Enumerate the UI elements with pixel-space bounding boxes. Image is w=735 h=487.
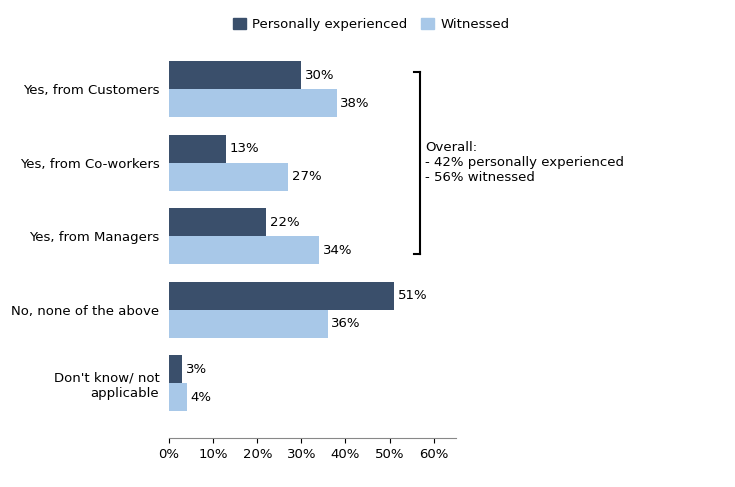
- Bar: [169, 282, 394, 310]
- Bar: [169, 236, 319, 264]
- Bar: [169, 61, 301, 89]
- Text: 22%: 22%: [270, 216, 299, 229]
- Text: 34%: 34%: [323, 244, 352, 257]
- Bar: [169, 310, 328, 337]
- Bar: [169, 135, 226, 163]
- Legend: Personally experienced, Witnessed: Personally experienced, Witnessed: [227, 12, 515, 36]
- Bar: [169, 89, 337, 117]
- Text: Overall:
- 42% personally experienced
- 56% witnessed: Overall: - 42% personally experienced - …: [425, 141, 624, 184]
- Text: 51%: 51%: [398, 289, 427, 302]
- Text: 3%: 3%: [186, 363, 207, 375]
- Text: 27%: 27%: [292, 170, 321, 183]
- Text: 38%: 38%: [340, 97, 370, 110]
- Text: 13%: 13%: [230, 142, 259, 155]
- Bar: [169, 208, 266, 236]
- Text: 36%: 36%: [331, 317, 361, 330]
- Bar: [169, 355, 182, 383]
- Text: 4%: 4%: [190, 391, 211, 404]
- Text: 30%: 30%: [305, 69, 334, 82]
- Bar: [169, 163, 288, 190]
- Bar: [169, 383, 187, 411]
